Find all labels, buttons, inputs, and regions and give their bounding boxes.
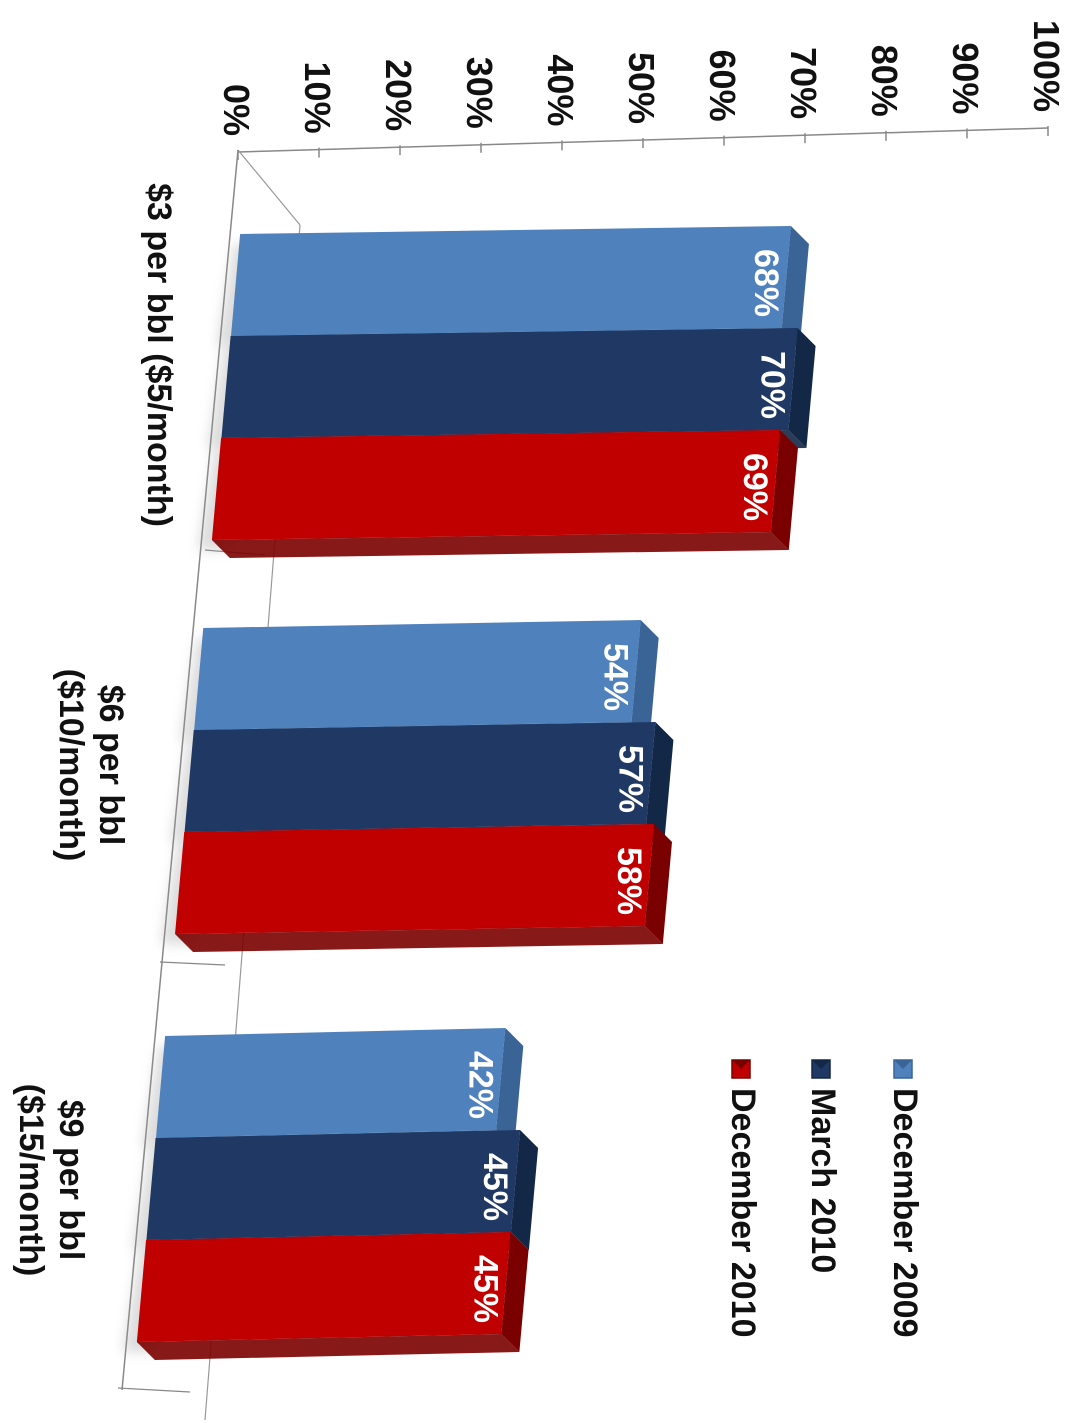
legend-item: December 2009 — [886, 1059, 924, 1338]
category-divider — [117, 1387, 191, 1393]
value-tick-label: 70% — [783, 47, 824, 119]
legend-swatch-shade — [894, 1060, 912, 1069]
legend-label: December 2009 — [886, 1088, 924, 1338]
bar-group: 42% 45% 45% — [122, 1028, 539, 1360]
data-label: 68% — [747, 249, 785, 317]
bar-bottom-face — [136, 1334, 520, 1360]
data-label: 42% — [461, 1051, 499, 1119]
value-axis-ticks: 0% 10% 20% 30% 40% 50% 60% 70% 80% 90% 100% — [216, 20, 1067, 160]
value-tick-label: 10% — [297, 62, 338, 134]
legend-label: March 2010 — [804, 1088, 842, 1273]
bar-group: 68% 70% 69% — [197, 226, 816, 558]
legend: December 2009 March 2010 December 2010 — [724, 1059, 924, 1338]
bar-bottom-face — [211, 532, 789, 558]
bar-end-face — [788, 328, 816, 448]
bar-end-face — [770, 430, 798, 550]
category-label-line: $3 per bbl ($5/month) — [140, 183, 178, 527]
data-label: 45% — [476, 1153, 514, 1221]
bar-end-face — [496, 1028, 524, 1148]
data-label: 70% — [754, 351, 792, 419]
category-label: $9 per bbl($15/month) — [12, 1084, 90, 1277]
value-tick-label: 80% — [864, 45, 905, 117]
value-tick-label: 60% — [702, 50, 743, 122]
value-tick-label: 100% — [1026, 20, 1067, 112]
bar — [184, 722, 656, 832]
category-divider — [159, 961, 226, 966]
value-tick-label: 50% — [621, 52, 662, 124]
value-tick-label: 0% — [216, 84, 257, 136]
value-tick-label: 90% — [945, 42, 986, 114]
bar-end-face — [646, 722, 674, 842]
bar — [230, 226, 791, 336]
bar — [155, 1028, 506, 1138]
legend-item: December 2010 — [724, 1059, 762, 1338]
floor-edge-top — [237, 149, 301, 226]
legend-swatch-shade — [812, 1060, 830, 1069]
data-label: 69% — [736, 453, 774, 521]
bar-end-face — [631, 620, 659, 740]
category-label-line: $6 per bbl — [92, 685, 130, 846]
category-label: $3 per bbl ($5/month) — [140, 183, 178, 527]
bar — [211, 430, 780, 540]
value-tick-label: 40% — [540, 54, 581, 126]
legend-item: March 2010 — [804, 1059, 842, 1273]
bar-end-face — [510, 1130, 539, 1250]
legend-swatch-shade — [732, 1060, 750, 1069]
category-label-line: ($10/month) — [52, 669, 90, 862]
data-label: 45% — [467, 1255, 505, 1323]
bar — [194, 620, 641, 730]
category-label-line: ($15/month) — [12, 1084, 50, 1277]
category-label: $6 per bbl($10/month) — [52, 669, 130, 862]
data-label: 54% — [597, 643, 635, 711]
data-label: 57% — [611, 745, 649, 813]
bar — [175, 824, 654, 934]
bar-group: 54% 57% 58% — [161, 620, 674, 952]
bar-end-face — [644, 824, 672, 944]
legend-label: December 2010 — [724, 1088, 762, 1338]
category-axis-line — [121, 149, 239, 1391]
category-label-line: $9 per bbl — [52, 1100, 90, 1261]
bars: 68% 70% 69% 54% 57% 58% 42% 45% 45% — [122, 226, 816, 1360]
bar — [136, 1232, 511, 1342]
bar-end-face — [781, 226, 809, 346]
category-labels: $3 per bbl ($5/month) $6 per bbl($10/mont… — [12, 183, 178, 1276]
bar — [221, 328, 798, 438]
value-tick-label: 30% — [459, 57, 500, 129]
bar-end-face — [501, 1232, 529, 1352]
bar-bottom-face — [175, 926, 663, 952]
bar — [146, 1130, 521, 1240]
value-tick-label: 20% — [378, 59, 419, 131]
data-label: 58% — [610, 847, 648, 915]
